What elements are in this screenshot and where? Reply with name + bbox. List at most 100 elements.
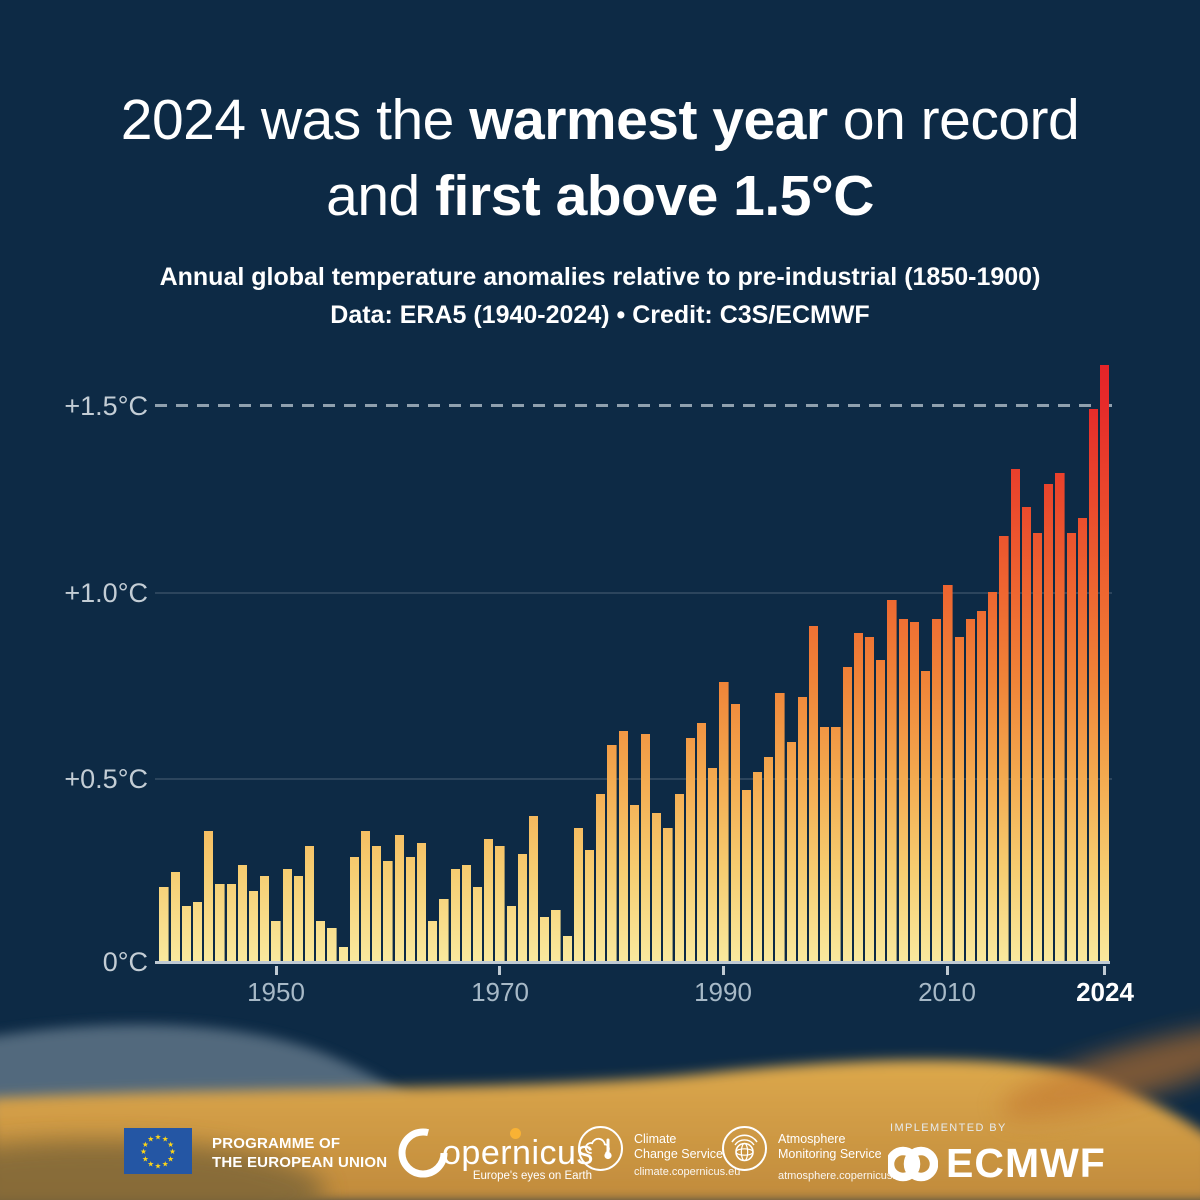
bar-2014 xyxy=(988,592,998,962)
bar-1995 xyxy=(775,693,785,962)
bar-1951 xyxy=(282,868,292,962)
x-tick-label-1970: 1970 xyxy=(471,977,529,1007)
bar-1997 xyxy=(797,696,807,962)
ecmwf-wordmark: ECMWF xyxy=(946,1140,1106,1186)
bar-1949 xyxy=(260,876,270,962)
ecmwf-logo: IMPLEMENTED BY ECMWF xyxy=(888,1122,1148,1192)
bar-1944 xyxy=(204,831,214,962)
bar-2022 xyxy=(1077,517,1087,962)
bar-1969 xyxy=(484,838,494,962)
bar-2009 xyxy=(932,618,942,962)
y-tick-label-1-5: +1.5°C xyxy=(64,391,148,421)
page-title: 2024 was the warmest year on record and … xyxy=(0,82,1200,234)
subtitle-line-2: Data: ERA5 (1940-2024) • Credit: C3S/ECM… xyxy=(330,301,870,329)
gridline-1-0c xyxy=(155,592,1112,594)
x-tick-label-2024: 2024 xyxy=(1076,977,1134,1007)
bar-1988 xyxy=(697,723,707,962)
threshold-line-1-5c xyxy=(155,404,1112,407)
bar-2004 xyxy=(876,659,886,962)
svg-text:★: ★ xyxy=(140,1147,147,1156)
atmosphere-monitoring-service-logo: Atmosphere Monitoring Service atmosphere… xyxy=(722,1126,932,1186)
copernicus-crescent-icon xyxy=(398,1128,448,1178)
x-tick-1970 xyxy=(498,966,502,975)
bar-2019 xyxy=(1044,484,1054,962)
bar-1992 xyxy=(741,790,751,962)
svg-text:★: ★ xyxy=(162,1160,169,1169)
bar-1942 xyxy=(181,906,191,962)
x-tick-1950 xyxy=(274,966,278,975)
title-line-1: 2024 was the warmest year on record xyxy=(120,88,1080,152)
eu-programme-label: PROGRAMME OF THE EUROPEAN UNION xyxy=(212,1135,388,1171)
svg-text:★: ★ xyxy=(155,1162,162,1171)
bar-1976 xyxy=(562,935,572,962)
copernicus-tagline: Europe's eyes on Earth xyxy=(472,1170,592,1182)
y-tick-label-0-5: +0.5°C xyxy=(64,764,148,794)
ecmwf-rings-icon xyxy=(888,1146,938,1181)
bar-1985 xyxy=(663,827,673,962)
x-tick-label-1950: 1950 xyxy=(247,977,305,1007)
bar-2018 xyxy=(1033,532,1043,962)
bar-1961 xyxy=(394,835,404,962)
bar-1991 xyxy=(730,704,740,962)
copernicus-logo: opernicus Europe's eyes on Earth xyxy=(396,1120,593,1186)
cams-circle-icon xyxy=(722,1126,767,1171)
bar-1943 xyxy=(193,902,203,962)
svg-text:★: ★ xyxy=(147,1134,154,1143)
bar-1983 xyxy=(641,734,651,962)
bar-1986 xyxy=(674,794,684,962)
subtitle-line-1: Annual global temperature anomalies rela… xyxy=(159,263,1041,291)
bar-1996 xyxy=(786,741,796,962)
climate-change-service-logo: Climate Change Service climate.copernicu… xyxy=(578,1126,778,1186)
bar-1962 xyxy=(405,857,415,962)
cloud-thermometer-icon xyxy=(584,1137,612,1160)
dune-orange-glow xyxy=(1000,1026,1200,1118)
c3s-circle-icon xyxy=(578,1126,623,1171)
x-tick-1990 xyxy=(721,966,725,975)
title-line-2: and first above 1.5°C xyxy=(326,164,874,228)
x-tick-2010 xyxy=(945,966,949,975)
bar-1981 xyxy=(618,730,628,962)
bar-1990 xyxy=(719,682,729,962)
bar-1971 xyxy=(506,906,516,962)
bar-1994 xyxy=(764,756,774,962)
bar-1987 xyxy=(685,738,695,962)
bar-2011 xyxy=(954,637,964,962)
bar-1998 xyxy=(809,626,819,962)
bar-1980 xyxy=(607,745,617,962)
bar-2012 xyxy=(965,618,975,962)
bar-1978 xyxy=(585,850,595,962)
implemented-by-label: IMPLEMENTED BY xyxy=(890,1122,1007,1134)
bar-2000 xyxy=(831,726,841,962)
bar-1953 xyxy=(305,846,315,962)
x-tick-label-1990: 1990 xyxy=(694,977,752,1007)
bar-1957 xyxy=(349,857,359,962)
svg-text:★: ★ xyxy=(147,1160,154,1169)
bars-layer xyxy=(155,340,1115,962)
svg-text:★: ★ xyxy=(162,1134,169,1143)
bar-1967 xyxy=(461,864,471,962)
bar-1940 xyxy=(159,887,169,962)
bar-1947 xyxy=(237,864,247,962)
bar-1960 xyxy=(383,861,393,962)
c3s-url: climate.copernicus.eu xyxy=(634,1166,741,1178)
bar-2017 xyxy=(1021,506,1031,962)
bar-1993 xyxy=(753,771,763,962)
bar-1950 xyxy=(271,920,281,962)
bar-1963 xyxy=(417,842,427,962)
bar-1975 xyxy=(551,909,561,962)
bar-1974 xyxy=(540,917,550,962)
bar-2006 xyxy=(898,618,908,962)
bar-1965 xyxy=(439,898,449,962)
bar-1946 xyxy=(226,883,236,962)
x-tick-2024 xyxy=(1103,966,1107,975)
c3s-label: Climate Change Service xyxy=(634,1132,723,1161)
x-tick-label-2010: 2010 xyxy=(918,977,976,1007)
bar-1973 xyxy=(529,816,539,962)
bar-1972 xyxy=(517,853,527,962)
bar-2021 xyxy=(1066,532,1076,962)
bar-1956 xyxy=(338,947,348,962)
bar-1999 xyxy=(820,726,830,962)
svg-text:★: ★ xyxy=(155,1133,162,1142)
